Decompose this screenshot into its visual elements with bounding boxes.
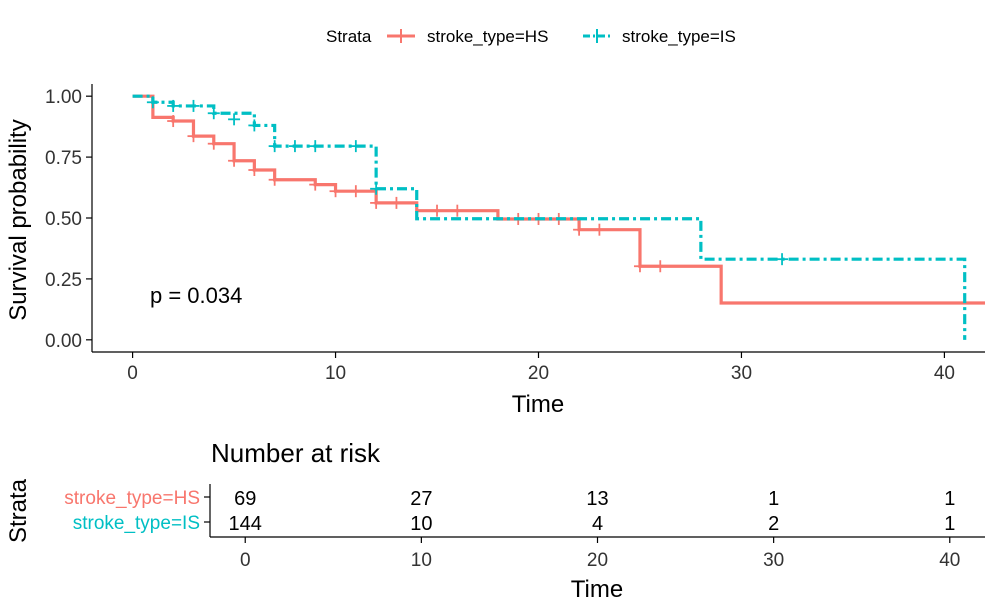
risk-row-label-hs: stroke_type=HS [64, 488, 200, 509]
series-line-hs [132, 94, 985, 305]
x-tick-label: 0 [127, 363, 138, 384]
censor-mark-is [146, 96, 159, 109]
legend: Strata stroke_type=HS stroke_type=IS [326, 27, 736, 46]
risk-row-label-is: stroke_type=IS [73, 513, 200, 534]
legend-key-hs [387, 29, 415, 43]
p-value-annotation: p = 0.034 [150, 283, 242, 308]
censor-mark-hs [187, 130, 200, 143]
censor-mark-is [776, 253, 789, 266]
censor-mark-is [370, 182, 383, 195]
risk-count-is: 10 [410, 513, 432, 535]
censor-mark-hs [309, 178, 322, 191]
censor-mark-hs [431, 204, 444, 217]
risk-x-tick-label: 10 [411, 550, 432, 571]
legend-key-is [583, 29, 611, 43]
risk-x-tick-label: 20 [587, 550, 608, 571]
censor-mark-hs [329, 185, 342, 198]
censor-mark-is [228, 113, 241, 126]
risk-y-axis-label: Strata [5, 478, 32, 543]
series-layer [132, 94, 985, 340]
risk-x-tick-label: 40 [939, 550, 960, 571]
censor-mark-hs [633, 260, 646, 273]
x-tick-label: 40 [934, 363, 955, 384]
risk-rows: stroke_type=HS 69 27 13 1 1 stroke_type=IS 144 1… [64, 488, 955, 535]
risk-count-is: 2 [768, 513, 779, 535]
censor-mark-hs [390, 196, 403, 209]
censor-mark-hs [228, 154, 241, 167]
censor-mark-hs [207, 137, 220, 150]
censor-mark-is [349, 140, 362, 153]
x-tick-label: 20 [528, 363, 549, 384]
risk-count-is: 1 [944, 513, 955, 535]
y-tick-label: 0.50 [45, 209, 82, 230]
x-ticks: 0 10 20 30 40 [127, 352, 955, 384]
legend-label-is: stroke_type=IS [622, 27, 736, 46]
censor-mark-is [309, 140, 322, 153]
censor-mark-hs [349, 185, 362, 198]
risk-count-hs: 1 [944, 488, 955, 510]
censor-mark-hs [573, 223, 586, 236]
censor-mark-is [187, 99, 200, 112]
legend-label-hs: stroke_type=HS [427, 27, 548, 46]
censor-mark-hs [370, 196, 383, 209]
risk-x-ticks: 0 10 20 30 40 [240, 537, 960, 571]
risk-count-hs: 69 [234, 488, 256, 510]
y-tick-label: 1.00 [45, 87, 82, 108]
risk-count-is: 4 [592, 513, 603, 535]
y-ticks: 0.00 0.25 0.50 0.75 1.00 [45, 87, 92, 352]
censor-mark-is [167, 99, 180, 112]
risk-count-is: 144 [229, 513, 262, 535]
censor-mark-is [248, 119, 261, 132]
censor-mark-is [207, 107, 220, 120]
y-tick-label: 0.00 [45, 331, 82, 352]
censor-mark-hs [451, 204, 464, 217]
risk-x-tick-label: 30 [763, 550, 784, 571]
risk-x-axis-label: Time [571, 576, 623, 602]
censor-mark-hs [654, 260, 667, 273]
y-tick-label: 0.25 [45, 270, 82, 291]
x-tick-label: 30 [731, 363, 752, 384]
censor-mark-is [288, 140, 301, 153]
x-axis-label: Time [512, 391, 564, 418]
censor-mark-is [268, 140, 281, 153]
risk-table-title: Number at risk [211, 438, 381, 468]
censor-mark-hs [268, 173, 281, 186]
risk-count-hs: 27 [410, 488, 432, 510]
x-tick-label: 10 [325, 363, 346, 384]
main-plot: 0.00 0.25 0.50 0.75 1.00 0 10 20 30 40 p = 0.034… [5, 84, 985, 418]
censor-mark-hs [248, 164, 261, 177]
y-axis-label: Survival probability [5, 119, 32, 320]
y-tick-label: 0.75 [45, 148, 82, 169]
risk-count-hs: 13 [586, 488, 608, 510]
legend-title: Strata [326, 27, 372, 46]
censor-mark-hs [593, 223, 606, 236]
risk-table: Number at risk stroke_type=HS 69 27 13 1 1str… [5, 438, 985, 602]
risk-x-tick-label: 0 [240, 550, 251, 571]
censor-mark-hs [167, 115, 180, 128]
risk-count-hs: 1 [768, 488, 779, 510]
